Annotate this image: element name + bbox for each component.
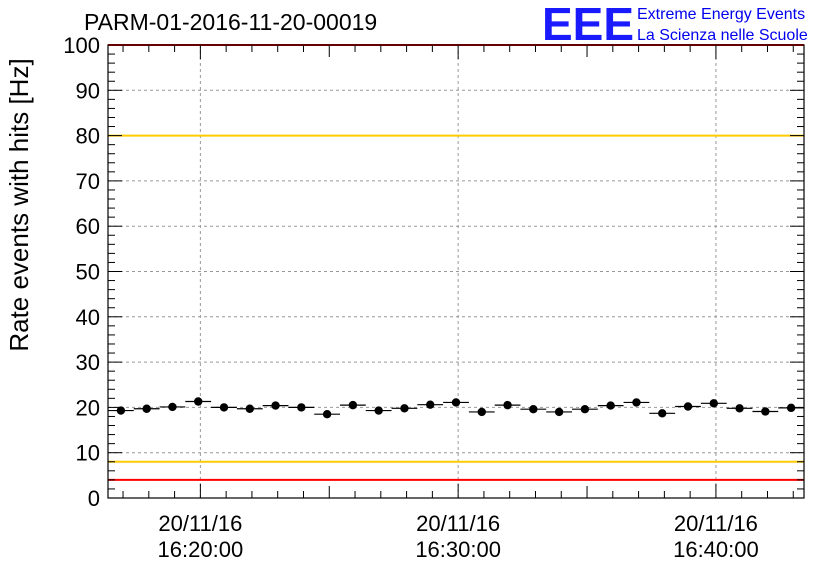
data-point <box>503 400 512 410</box>
y-tick-label: 100 <box>63 33 100 58</box>
reference-lines <box>108 44 804 481</box>
eee-logo-line1: Extreme Energy Events <box>637 6 805 23</box>
data-point <box>168 402 177 412</box>
data-point <box>761 407 770 416</box>
data-point <box>580 405 590 414</box>
grid <box>108 45 804 498</box>
data-point <box>632 398 641 407</box>
data-point <box>529 405 538 414</box>
data-point <box>245 404 254 413</box>
eee-logo: EEE Extreme Energy Events La Scienza nel… <box>542 0 808 50</box>
x-tick-label-date: 20/11/16 <box>674 511 758 536</box>
data-point <box>709 399 718 408</box>
data-point <box>451 398 461 407</box>
eee-logo-line2: La Scienza nelle Scuole <box>637 27 808 44</box>
data-point <box>658 409 667 418</box>
y-tick-label: 20 <box>76 395 100 420</box>
x-tick-label-time: 16:40:00 <box>673 537 759 562</box>
data-point <box>683 402 693 411</box>
data-point <box>194 397 203 406</box>
data-point <box>735 404 744 413</box>
data-point <box>786 403 796 413</box>
eee-logo-mark: EEE <box>542 0 634 50</box>
axes <box>107 44 805 499</box>
data-point <box>400 404 409 413</box>
data-point <box>348 400 358 410</box>
data-point <box>142 404 151 413</box>
data-point <box>297 403 306 412</box>
data-points <box>108 397 804 419</box>
y-tick-label: 0 <box>88 486 100 511</box>
tick-labels: 010203040506070809010020/11/1616:20:0020… <box>63 33 758 562</box>
y-tick-label: 60 <box>76 214 100 239</box>
data-point <box>322 409 332 419</box>
data-point <box>374 406 383 415</box>
y-tick-label: 30 <box>76 350 100 375</box>
data-point <box>477 407 486 417</box>
x-tick-label-time: 16:20:00 <box>158 537 244 562</box>
data-point <box>116 406 126 415</box>
y-tick-label: 40 <box>76 305 100 330</box>
data-point <box>554 407 564 417</box>
chart-title: PARM-01-2016-11-20-00019 <box>84 9 377 35</box>
plot-frame <box>107 44 805 499</box>
y-axis-label: Rate events with hits [Hz] <box>4 58 34 351</box>
x-tick-label-date: 20/11/16 <box>158 511 242 536</box>
data-point <box>426 400 435 409</box>
y-tick-label: 70 <box>76 169 100 194</box>
data-point <box>271 401 280 410</box>
data-point <box>606 401 615 410</box>
x-tick-label-date: 20/11/16 <box>416 511 500 536</box>
y-tick-label: 10 <box>76 441 100 466</box>
data-point <box>219 403 229 412</box>
x-tick-label-time: 16:30:00 <box>415 537 501 562</box>
y-tick-label: 50 <box>76 260 100 285</box>
y-tick-label: 80 <box>76 124 100 149</box>
y-tick-label: 90 <box>76 78 100 103</box>
